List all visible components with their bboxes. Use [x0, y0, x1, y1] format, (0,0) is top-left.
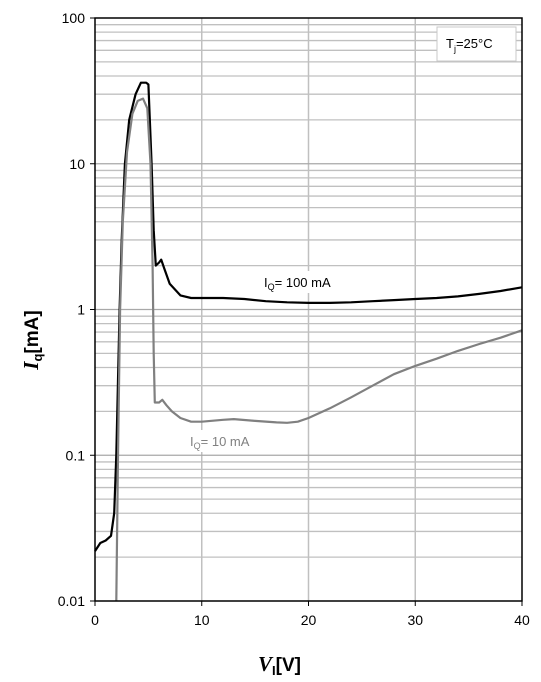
y-tick-label: 0.1	[66, 447, 86, 463]
tj-annotation-rest: =25°C	[456, 36, 493, 51]
y-tick-label: 1	[77, 302, 85, 318]
tj-annotation: Tj=25°C	[436, 26, 517, 62]
x-axis-label-main: V	[258, 652, 274, 676]
series-10ma-label-box	[180, 430, 295, 452]
x-tick-label: 10	[194, 612, 210, 628]
series-line-1	[115, 97, 523, 602]
series-group	[94, 81, 523, 602]
series-10ma-label-sub: Q	[194, 441, 201, 451]
x-tick-label: 40	[514, 612, 530, 628]
series-100ma-label-sub: Q	[268, 282, 275, 292]
x-axis-label-sub: I	[272, 663, 276, 678]
ticks: 0 10 20 30 40 0.01 0.1 1 10 100	[58, 10, 530, 628]
svg-text:IQ= 100 mA: IQ= 100 mA	[264, 275, 331, 292]
svg-text:IQ= 10 mA: IQ= 10 mA	[190, 434, 250, 451]
x-tick-label: 30	[407, 612, 423, 628]
y-axis-label-sub: q	[30, 354, 45, 362]
series-10ma-label-rest: = 10 mA	[201, 434, 250, 449]
y-tick-label: 100	[62, 10, 86, 26]
tj-annotation-box	[436, 26, 517, 62]
tj-annotation-text: T	[446, 36, 454, 51]
series-100ma-label-text: I	[264, 275, 268, 290]
x-tick-label: 0	[91, 612, 99, 628]
x-axis-label: VI[V]	[258, 652, 301, 678]
series-100ma-label: IQ= 100 mA	[255, 271, 365, 293]
series-100ma-label-rest: = 100 mA	[275, 275, 331, 290]
y-tick-label: 0.01	[58, 593, 85, 609]
x-tick-label: 20	[301, 612, 317, 628]
grid	[95, 18, 522, 601]
x-axis-label-unit: [V]	[276, 655, 301, 676]
series-100ma-label-box	[255, 271, 365, 293]
y-tick-label: 10	[69, 156, 85, 172]
y-axis-label: Iq[mA]	[19, 310, 45, 370]
svg-text:Tj=25°C: Tj=25°C	[446, 36, 493, 54]
y-axis-label-main: I	[19, 361, 43, 371]
series-10ma-label: IQ= 10 mA	[180, 430, 295, 452]
tj-annotation-sub: j	[453, 44, 456, 54]
y-axis-label-unit: [mA]	[22, 310, 43, 353]
series-10ma-label-text: I	[190, 434, 194, 449]
